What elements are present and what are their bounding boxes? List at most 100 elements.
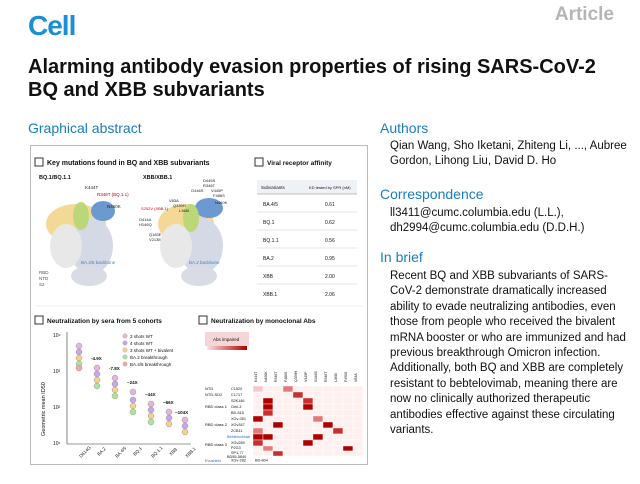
receptor-row-0-name: BA.4/5 (263, 202, 278, 208)
mab-evusheld: Evusheld (205, 459, 221, 463)
sera-xlabel-3: BQ.1 (132, 446, 143, 457)
receptor-row-1-value: 0.62 (325, 220, 335, 226)
in-brief-heading: In brief (380, 249, 423, 265)
mabs-col-5: V445P (304, 371, 308, 382)
mabs-col-10: V83A (354, 373, 358, 382)
mabs-col-6: G446S (314, 370, 318, 382)
receptor-panel-title: Viral receptor affinity (267, 160, 332, 167)
fold-label-2: ~24X (127, 380, 138, 385)
mabs-col-0: K444T (254, 371, 258, 382)
sera-legend-3: BA.2 breakthrough (130, 355, 168, 360)
receptor-affinity-table: Subvariants KD tested by SPR (nM) BA.4/5… (257, 180, 357, 298)
receptor-col-subvariants: Subvariants (261, 185, 286, 190)
mab-omi3: Omi-3 (231, 405, 241, 409)
mabs-col-7: R346T (324, 371, 328, 382)
mabs-group-0: NTD (205, 386, 213, 391)
svg-text:NTD: NTD (39, 276, 49, 281)
mabs-group-1: NTD-SD2 (205, 392, 223, 397)
mab-xgv347: XGv347 (231, 423, 245, 427)
mabs-col-3: F486S (284, 371, 288, 382)
fold-label-5: ~104X (175, 410, 188, 415)
sera-ytick-3: 10¹ (53, 441, 61, 447)
svg-text:S252V (XBB.1): S252V (XBB.1) (141, 206, 169, 211)
mabs-col-4: Q339H (294, 370, 298, 382)
bq-spike-structure (46, 201, 115, 286)
fold-label-1: -7.8X (109, 366, 120, 371)
svg-text:N460K: N460K (107, 204, 121, 209)
mab-xgv282: XGv-282 (231, 459, 246, 463)
graphical-abstract-figure: Key mutations found in BQ and XBB subvar… (30, 145, 368, 465)
correspondence-email-ddh[interactable]: dh2994@cumc.columbia.edu (D.D.H.) (390, 222, 585, 234)
svg-text:R346T: R346T (203, 183, 216, 188)
article-type-label: Article (554, 4, 614, 25)
mabs-panel-title: Neutralization by monoclonal Abs (211, 318, 316, 325)
sera-xlabel-5: XBB (168, 447, 178, 457)
svg-text:V445P: V445P (211, 188, 223, 193)
sera-xlabel-6: XBB.1 (184, 446, 197, 459)
receptor-row-4-name: XBB (263, 274, 274, 280)
fold-label-3: ~44X (145, 392, 156, 397)
paper-title: Alarming antibody evasion properties of … (28, 56, 596, 101)
mab-c1520: C1520 (231, 387, 242, 391)
sera-panel-title: Neutralization by sera from 5 cohorts (47, 318, 162, 325)
correspondence-email-ll[interactable]: ll3411@cumc.columbia.edu (L.L.), (390, 207, 564, 219)
mab-sp177: SP1-77 (231, 451, 244, 455)
mabs-legend-title: Abs impaired (213, 337, 240, 342)
fold-label-0: -4.9X (91, 356, 102, 361)
xbb-spike-structure (158, 198, 223, 286)
svg-text:RBD: RBD (39, 270, 49, 275)
sera-legend-4: BA.4/5 breakthrough (130, 362, 172, 367)
mabs-col-1: N460K (264, 371, 268, 382)
svg-text:V83A: V83A (169, 198, 179, 203)
mabs-group-4: RBD class 3 (205, 442, 228, 447)
mab-s2k146: S2K146 (231, 399, 245, 403)
sera-legend-0: 3 shots WT (130, 334, 153, 339)
mab-bd555840: BD55-5840 (227, 455, 246, 459)
receptor-row-2-name: BQ.1.1 (263, 238, 279, 244)
mabs-heatmap-cells (252, 385, 364, 457)
journal-logo: Cell (28, 10, 76, 41)
mab-zcb11: ZCB11 (231, 429, 243, 433)
fold-label-4: ~66X (163, 400, 174, 405)
svg-text:K444T: K444T (85, 185, 99, 190)
svg-text:D445S: D445S (203, 178, 216, 183)
sera-legend-1: 4 shots WT (130, 341, 153, 346)
sera-points (75, 342, 189, 436)
receptor-row-2-value: 0.56 (325, 238, 335, 244)
mab-xgv051: XGv-051 (231, 417, 246, 421)
in-brief-text: Recent BQ and XBB subvariants of SARS-Co… (390, 270, 626, 437)
svg-text:L368I: L368I (179, 208, 189, 213)
mab-xgv289: XGv289 (231, 441, 245, 445)
receptor-row-1-name: BQ.1 (263, 220, 275, 226)
sera-chart: 10⁴ 10³ 10² 10¹ Geometric mean ID50 (41, 332, 197, 459)
receptor-row-3-name: BA.2 (263, 256, 274, 262)
mab-c1717: C1717 (231, 393, 242, 397)
bq-label: BQ.1/BQ.1.1 (39, 175, 71, 181)
sera-ytick-0: 10⁴ (53, 333, 61, 339)
sera-xlabel-2: BA.4/5 (114, 445, 127, 458)
receptor-row-4-value: 2.00 (325, 274, 335, 280)
receptor-row-3-value: 0.95 (325, 256, 335, 262)
sera-xlabel-0: D614G (78, 445, 92, 459)
svg-text:H146Q: H146Q (139, 222, 152, 227)
sera-legend: 3 shots WT 4 shots WT 3 shots WT + bival… (122, 333, 174, 367)
mab-p2g3: P2G3 (231, 446, 241, 450)
mabs-col-8: L368I (334, 373, 338, 382)
sera-ylabel: Geometric mean ID50 (41, 382, 47, 436)
svg-text:N460K: N460K (215, 200, 228, 205)
sera-xlabel-4: BQ.1.1 (150, 445, 164, 459)
svg-text:D414A: D414A (139, 217, 152, 222)
receptor-row-5-value: 2.06 (325, 292, 335, 298)
svg-text:G446S: G446S (191, 188, 204, 193)
mabs-col-9: F490S (344, 371, 348, 382)
sera-ytick-1: 10³ (53, 369, 61, 375)
mab-bd515: BD-515 (231, 411, 244, 415)
sera-legend-2: 3 shots WT + bivalent (130, 348, 174, 353)
sera-ytick-2: 10² (53, 405, 61, 411)
authors-list: Qian Wang, Sho Iketani, Zhiteng Li, ...,… (390, 140, 627, 167)
correspondence-emails: ll3411@cumc.columbia.edu (L.L.), dh2994@… (390, 206, 630, 236)
receptor-col-kd: KD tested by SPR (nM) (309, 185, 351, 190)
mabs-group-2: RBD class 1 (205, 404, 228, 409)
mab-bd804: BD-804 (255, 459, 268, 463)
receptor-row-5-name: XBB.1 (263, 292, 277, 298)
